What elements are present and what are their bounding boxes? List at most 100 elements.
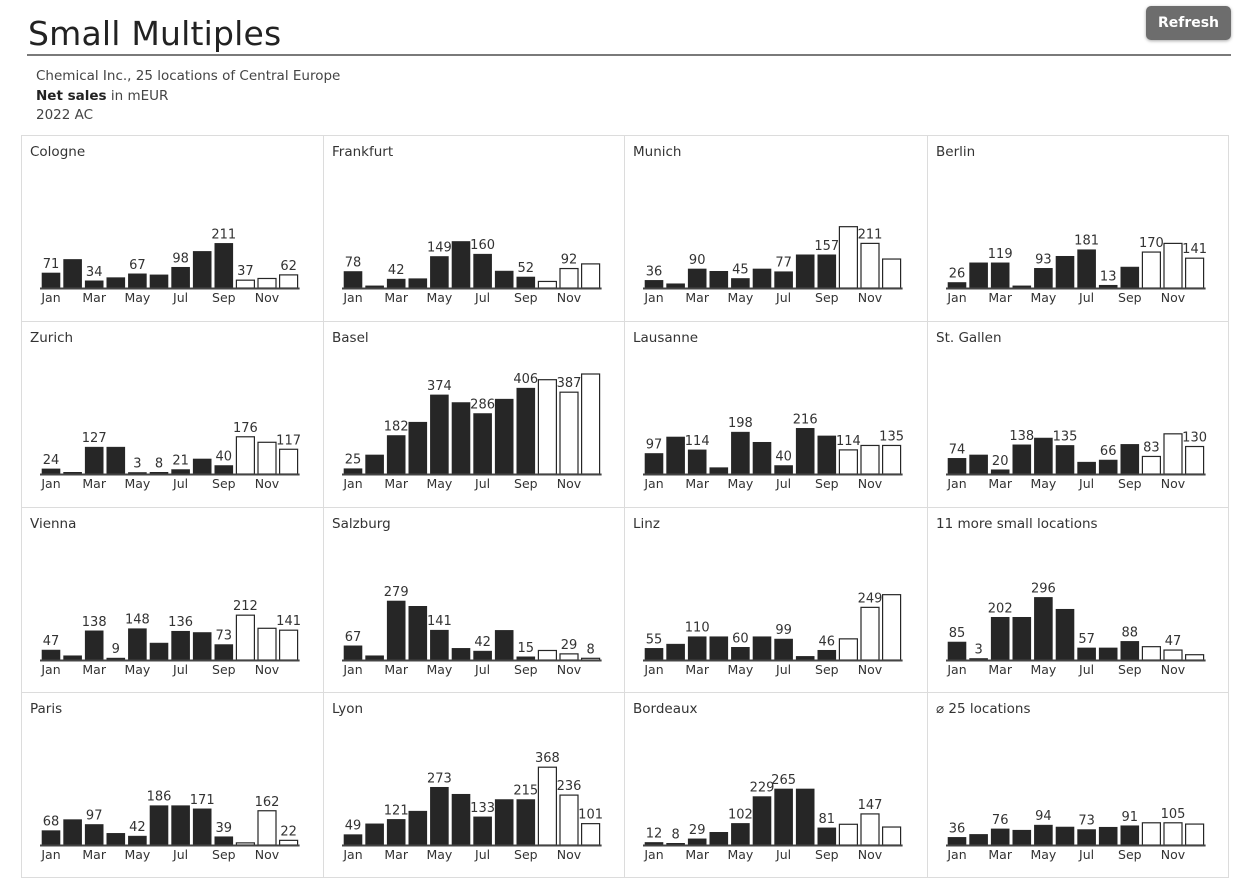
forecast-bar [537,649,557,661]
data-label: 135 [1053,429,1078,444]
actual-bar [451,402,471,475]
data-label: 110 [685,621,710,636]
forecast-bar [257,627,277,661]
tick-label: Jan [40,662,60,677]
actual-bar [84,446,104,475]
data-label: 81 [819,812,836,827]
actual-bar [408,810,428,846]
actual-bar [343,271,363,289]
forecast-bar [559,653,579,661]
tick-label: Nov [557,847,582,862]
tick-label: May [1030,476,1056,491]
tick-label: Mar [384,662,408,677]
tick-label: Jul [1078,290,1094,305]
refresh-button[interactable]: Refresh [1146,6,1231,40]
chart-title: Bordeaux [633,701,698,717]
chart-subtitle: Chemical Inc., 25 locations of Central E… [36,67,340,126]
data-label: 114 [685,434,710,449]
actual-bar [947,837,967,846]
tick-label: May [426,662,452,677]
tick-label: Mar [82,662,106,677]
actual-bar [990,828,1010,846]
small-multiples-grid: Cologne 71 Jan 34 Mar 67 May 98 Jul 211 Sep 37 Nov 62… [21,135,1229,878]
data-label: 236 [557,779,582,794]
tick-label: Mar [685,847,709,862]
chart-title: Salzburg [332,516,391,532]
data-label: 3 [974,643,982,658]
actual-bar [343,834,363,846]
actual-bar [1012,444,1032,475]
data-label: 212 [233,599,258,614]
data-label: 149 [427,240,452,255]
actual-bar [192,808,212,846]
subtitle-measure: Net sales [36,87,107,104]
data-label: 55 [646,632,663,647]
tick-label: Mar [82,476,106,491]
actual-bar [1055,826,1075,846]
forecast-bar [1163,433,1183,475]
actual-bar [1120,266,1140,289]
actual-bar [666,436,685,475]
forecast-bar [838,226,858,289]
actual-bar [687,838,707,846]
data-label: 36 [949,821,966,836]
tick-label: Nov [858,476,883,491]
actual-bar [752,268,772,289]
tick-label: Mar [988,476,1012,491]
actual-bar [1077,647,1096,661]
actual-bar [41,649,61,661]
bar-chart: 47 Jan 138 Mar 9 148 May 136 Jul 73 Sep 212 Nov 141 [40,599,301,677]
forecast-bar [581,823,601,846]
actual-bar [473,253,492,289]
actual-bar [171,805,190,846]
forecast-bar [235,614,255,661]
forecast-bar [838,449,858,475]
data-label: 21 [172,454,189,469]
tick-label: Sep [514,662,538,677]
tick-label: May [124,662,150,677]
actual-bar [1120,444,1140,475]
data-label: 13 [1100,269,1117,284]
data-label: 374 [427,379,452,394]
forecast-bar [257,441,277,475]
tick-label: Sep [1118,847,1142,862]
tick-label: Jul [172,847,188,862]
actual-bar [644,648,664,661]
tick-label: Jul [775,476,791,491]
chart-panel: Lyon 49 Jan 121 Mar 273 May 133 Jul 215 Sep 368 236 N… [324,693,625,877]
actual-bar [516,799,536,846]
actual-bar [365,823,384,846]
actual-bar [817,435,837,475]
actual-bar [430,256,449,289]
forecast-bar [882,258,902,289]
data-label: 49 [345,819,362,834]
chart-title: Lyon [332,701,364,717]
actual-bar [666,643,685,661]
forecast-bar [1141,822,1161,846]
actual-bar [752,636,772,661]
data-label: 8 [586,642,594,657]
tick-label: Jan [643,290,663,305]
data-label: 198 [728,416,753,431]
actual-bar [451,648,471,661]
data-label: 74 [949,442,966,457]
tick-label: Sep [514,290,538,305]
data-label: 138 [82,615,107,630]
data-label: 92 [561,253,578,268]
data-label: 211 [211,227,236,242]
actual-bar [795,788,815,846]
chart-panel: ⌀ 25 locations 36 Jan 76 Mar 94 May 73 Jul 91 Sep 1… [928,693,1228,877]
actual-bar [774,638,793,661]
data-label: 83 [1143,440,1160,455]
forecast-bar [1185,445,1205,475]
chart-panel: Vienna 47 Jan 138 Mar 9 148 May 136 Jul 73 Sep 212 No… [22,508,324,693]
actual-bar [365,655,384,661]
chart-title: Paris [30,701,63,717]
data-label: 279 [384,585,409,600]
data-label: 15 [518,641,535,656]
bar-chart: 74 Jan 20 Mar 138 May 135 Jul 66 Sep 83 Nov 130 [946,429,1207,491]
data-label: 94 [1035,809,1052,824]
tick-label: Mar [988,662,1012,677]
chart-title: Vienna [30,516,77,532]
data-label: 45 [732,262,749,277]
